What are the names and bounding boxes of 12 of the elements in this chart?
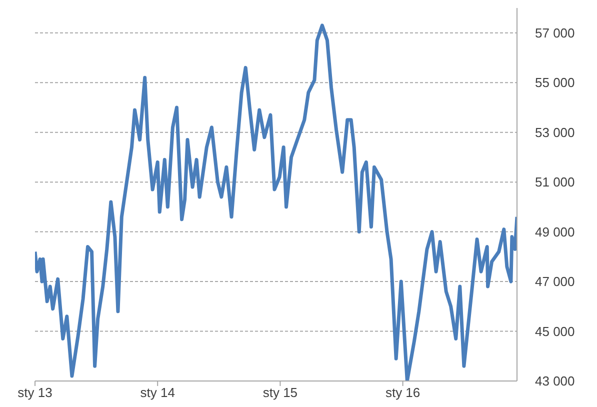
- y-tick-label: 45 000: [535, 324, 575, 339]
- y-tick-label: 51 000: [535, 174, 575, 190]
- y-tick-label: 49 000: [535, 224, 575, 240]
- x-tick-label: sty 16: [385, 385, 420, 400]
- y-tick-label: 55 000: [535, 75, 575, 90]
- y-tick-label: 57 000: [535, 25, 575, 40]
- y-tick-label: 53 000: [535, 124, 575, 140]
- y-tick-label: 47 000: [535, 274, 575, 290]
- x-tick-label: sty 13: [18, 385, 52, 400]
- x-tick-label: sty 15: [262, 385, 298, 400]
- y-tick-label: 43 000: [535, 374, 575, 389]
- x-tick-label: sty 14: [140, 385, 175, 400]
